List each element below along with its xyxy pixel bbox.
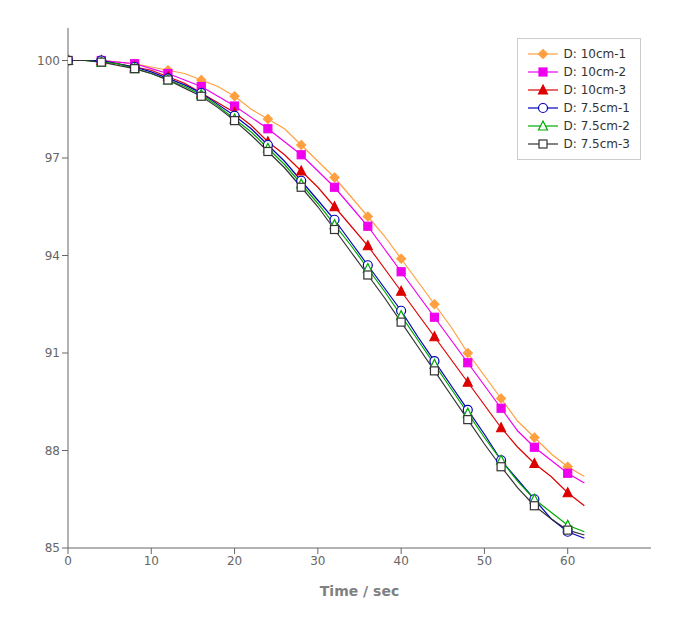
html-text:D: 7.5cm-3: D: 7.5cm-3 [563, 137, 630, 151]
html-text:D: 10cm-2: D: 10cm-2 [563, 65, 627, 79]
svg-text:40: 40 [394, 554, 409, 568]
html-text:D: 7.5cm-2: D: 7.5cm-2 [563, 119, 630, 133]
svg-text:97: 97 [45, 151, 60, 165]
svg-text:20: 20 [227, 554, 242, 568]
svg-text:88: 88 [45, 444, 60, 458]
svg-text:91: 91 [45, 346, 60, 360]
svg-text:0: 0 [64, 554, 72, 568]
svg-text:60: 60 [560, 554, 575, 568]
html-text:D: 10cm-3: D: 10cm-3 [563, 83, 627, 97]
svg-text:94: 94 [45, 249, 60, 263]
svg-text:30: 30 [310, 554, 325, 568]
svg-text:50: 50 [477, 554, 492, 568]
svg-text:10: 10 [144, 554, 159, 568]
html-text:D: 10cm-1: D: 10cm-1 [563, 47, 627, 61]
svg-text:85: 85 [45, 541, 60, 555]
svg-text:Time / sec: Time / sec [320, 583, 399, 599]
html-text:D: 7.5cm-1: D: 7.5cm-1 [563, 101, 630, 115]
svg-text:100: 100 [37, 54, 60, 68]
